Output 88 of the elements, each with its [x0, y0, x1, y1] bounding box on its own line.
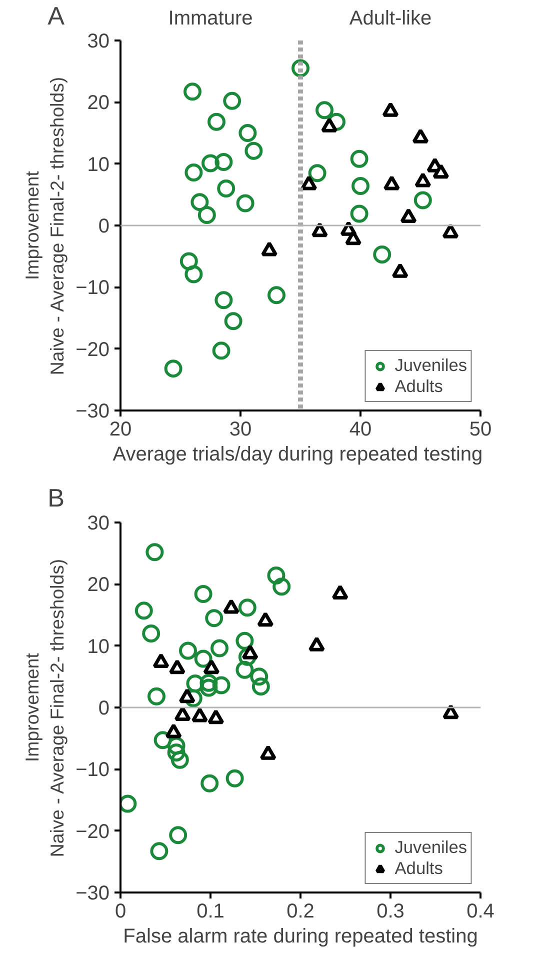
- point: [208, 112, 226, 131]
- y-tick-label: 20: [87, 92, 110, 114]
- y-tick-label: 0: [98, 216, 110, 238]
- point: [224, 312, 242, 330]
- chart-title: A: [48, 2, 65, 30]
- text: Adult-like: [349, 7, 432, 30]
- point: [190, 193, 209, 212]
- point: [214, 153, 233, 171]
- point: [154, 731, 172, 750]
- point: [414, 191, 432, 210]
- point: [184, 82, 202, 101]
- point: [134, 602, 153, 620]
- x-tick-label: 0.1: [196, 900, 224, 922]
- point: [217, 180, 236, 198]
- point: [170, 750, 189, 769]
- point: [184, 163, 203, 182]
- point: [150, 842, 168, 860]
- x-axis-title: Average trials/day during repeated testing: [112, 444, 483, 466]
- point: [184, 265, 203, 284]
- y-axis-title: Improvement Naive - Average Final-2- thresholds): [21, 76, 68, 376]
- point: [180, 252, 198, 270]
- point: [169, 826, 188, 844]
- point: [148, 687, 166, 706]
- legend-label: Adults: [394, 858, 443, 879]
- x-tick-label: 0: [114, 900, 126, 922]
- point: [236, 660, 254, 679]
- point: [202, 154, 220, 172]
- y-tick-label: 0: [98, 698, 110, 720]
- point: [179, 642, 197, 660]
- point: [200, 774, 219, 792]
- point: [250, 668, 268, 686]
- point: [186, 674, 204, 692]
- y-tick-label: −30: [76, 400, 110, 422]
- point: [212, 676, 230, 694]
- point: [142, 624, 160, 642]
- point: [267, 566, 286, 585]
- point: [194, 650, 212, 668]
- chart-title: B: [48, 484, 65, 512]
- y-axis-title: Improvement Naive - Average Final-2- thresholds): [21, 558, 68, 858]
- point: [252, 678, 270, 696]
- point: [350, 150, 368, 168]
- x-tick-label: 50: [469, 418, 492, 440]
- point: [292, 59, 310, 78]
- point: [146, 543, 164, 562]
- point: [210, 639, 228, 658]
- point: [226, 769, 244, 788]
- x-tick-label: 30: [229, 418, 252, 440]
- y-tick-label: −30: [76, 882, 110, 904]
- point: [244, 142, 263, 160]
- x-tick-label: 40: [349, 418, 372, 440]
- point: [167, 744, 186, 762]
- legend-label: Juveniles: [394, 355, 467, 376]
- point: [223, 92, 242, 110]
- point: [238, 124, 257, 142]
- y-tick-label: −20: [76, 820, 110, 843]
- point: [236, 632, 254, 650]
- y-tick-label: −10: [76, 759, 110, 782]
- y-tick-label: 30: [87, 30, 110, 52]
- y-tick-label: −10: [76, 277, 110, 300]
- point: [184, 689, 202, 708]
- point: [236, 194, 254, 212]
- y-tick-label: 10: [87, 636, 110, 658]
- y-tick-label: 10: [87, 154, 110, 176]
- point: [373, 246, 392, 264]
- point: [205, 609, 224, 628]
- point: [164, 360, 182, 378]
- point: [268, 286, 286, 304]
- x-tick-label: 0.3: [376, 900, 404, 922]
- legend-label: Juveniles: [394, 837, 467, 858]
- point: [214, 291, 233, 310]
- point: [328, 112, 346, 131]
- x-axis-title: False alarm rate during repeated testing: [123, 926, 478, 948]
- point: [238, 598, 256, 617]
- y-tick-label: −20: [76, 338, 110, 361]
- point: [352, 177, 370, 196]
- point: [308, 164, 326, 182]
- x-tick-label: 0.2: [286, 900, 314, 922]
- y-tick-label: 20: [87, 574, 110, 596]
- point: [350, 204, 368, 223]
- x-tick-label: 0.4: [466, 900, 494, 922]
- point: [198, 206, 216, 224]
- point: [194, 585, 212, 604]
- point: [316, 101, 334, 120]
- legend-label: Adults: [394, 376, 443, 397]
- text: Immature: [168, 7, 253, 30]
- y-tick-label: 30: [87, 512, 110, 534]
- point: [272, 578, 291, 596]
- point: [212, 342, 230, 360]
